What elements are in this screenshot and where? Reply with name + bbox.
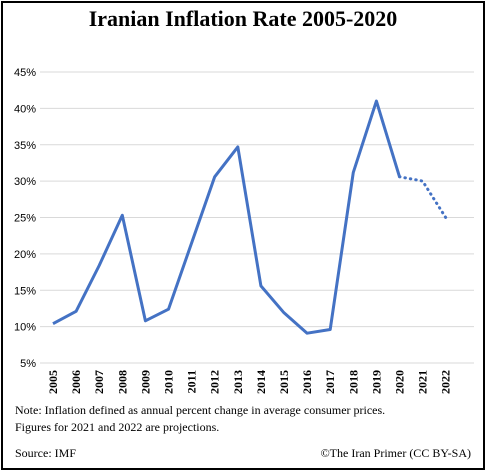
credit-text: ©The Iran Primer (CC BY-SA): [320, 446, 471, 460]
note-line-2: Figures for 2021 and 2022 are projection…: [15, 420, 220, 434]
source-text: Source: IMF: [15, 446, 76, 460]
series-lines: [52, 99, 448, 335]
series-line-projection: [398, 175, 448, 219]
grid-lines: [40, 71, 474, 364]
x-tick-label: 2020: [393, 370, 407, 394]
y-tick-label: 15%: [14, 285, 36, 297]
y-tick-label: 5%: [20, 358, 36, 370]
y-tick-label: 45%: [14, 67, 36, 79]
y-tick-label: 10%: [14, 322, 36, 334]
y-tick-label: 25%: [14, 213, 36, 225]
x-tick-label: 2015: [277, 370, 291, 394]
x-tick-label: 2008: [115, 370, 129, 394]
x-tick-label: 2012: [208, 370, 222, 394]
x-tick-label: 2018: [346, 370, 360, 394]
y-tick-label: 35%: [14, 140, 36, 152]
series-line-inflation: [52, 99, 401, 335]
note-line-1: Note: Inflation defined as annual percen…: [15, 403, 386, 417]
y-tick-label: 30%: [14, 176, 36, 188]
x-tick-label: 2005: [46, 370, 60, 394]
x-tick-label: 2014: [254, 370, 268, 394]
x-tick-label: 2019: [369, 370, 383, 394]
x-tick-label: 2016: [300, 370, 314, 394]
x-tick-label: 2006: [69, 370, 83, 394]
x-tick-label: 2022: [439, 370, 453, 394]
x-tick-label: 2007: [92, 370, 106, 394]
chart-title: Iranian Inflation Rate 2005-2020: [88, 6, 398, 31]
y-axis-ticks: 5% 10% 15% 20% 25% 30% 35% 40% 45%: [14, 67, 36, 370]
x-tick-label: 2013: [231, 370, 245, 394]
y-tick-label: 40%: [14, 103, 36, 115]
x-tick-label: 2011: [185, 370, 199, 393]
note-text: Note: Inflation defined as annual percen…: [15, 402, 385, 436]
x-axis-ticks: 2005 2006 2007 2008 2009 2010 2011 2012 2013 2014…: [46, 370, 453, 394]
x-tick-label: 2010: [162, 370, 176, 394]
x-tick-label: 2017: [323, 370, 337, 394]
x-tick-label: 2021: [416, 370, 430, 394]
y-tick-label: 20%: [14, 249, 36, 261]
x-tick-label: 2009: [138, 370, 152, 394]
